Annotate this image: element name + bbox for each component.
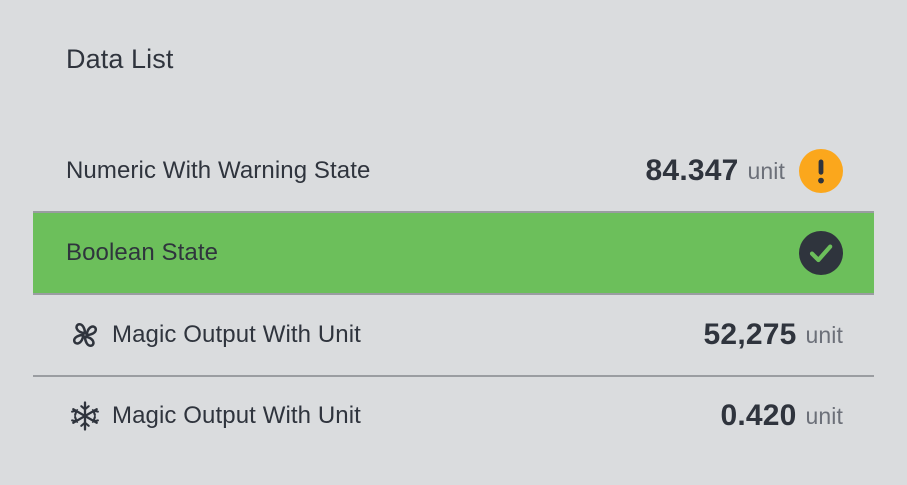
list-item-label: Boolean State bbox=[66, 239, 219, 266]
list-item-value-group: 52,275 unit bbox=[704, 318, 874, 352]
list-item[interactable]: Numeric With Warning State 84.347 unit bbox=[33, 131, 874, 211]
list-item-value: 0.420 bbox=[720, 399, 797, 432]
data-list: Numeric With Warning State 84.347 unit B… bbox=[33, 131, 874, 455]
list-item-value: 84.347 bbox=[645, 154, 739, 187]
list-item-value-group: 0.420 unit bbox=[720, 399, 874, 433]
fan-icon bbox=[63, 318, 107, 352]
list-item-unit: unit bbox=[747, 157, 785, 184]
list-item-label: Magic Output With Unit bbox=[112, 402, 361, 429]
list-item-unit: unit bbox=[805, 321, 843, 348]
list-item[interactable]: Magic Output With Unit 52,275 unit bbox=[33, 295, 874, 375]
list-item-value-group bbox=[799, 231, 874, 275]
list-item-value: 52,275 bbox=[703, 318, 797, 351]
list-item-unit: unit bbox=[805, 402, 843, 429]
list-item-label: Magic Output With Unit bbox=[112, 321, 361, 348]
list-item[interactable]: Magic Output With Unit 0.420 unit bbox=[33, 375, 874, 455]
warning-exclamation-icon[interactable] bbox=[799, 149, 843, 193]
list-item-label: Numeric With Warning State bbox=[66, 157, 371, 184]
snowflake-icon bbox=[63, 399, 107, 433]
check-circle-icon[interactable] bbox=[799, 231, 843, 275]
list-item-value-group: 84.347 unit bbox=[646, 149, 874, 193]
page-title: Data List bbox=[66, 44, 174, 74]
list-item[interactable]: Boolean State bbox=[33, 211, 874, 295]
